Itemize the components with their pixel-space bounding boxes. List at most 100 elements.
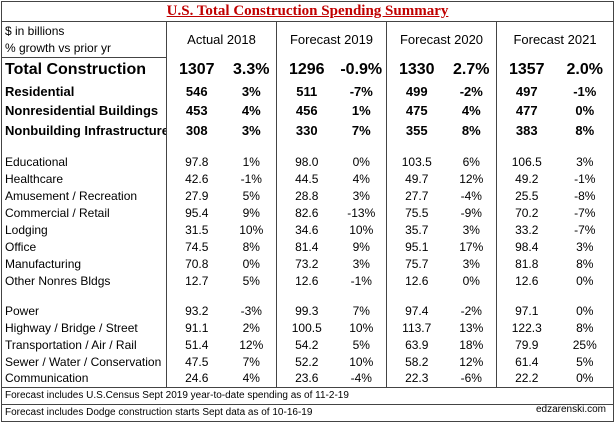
data-row: Other Nonres Bldgs 12.7 5% 12.6 -1% 12.6 0% 12.…	[1, 272, 614, 289]
empty-cell	[387, 140, 447, 153]
value-cell: 49.7	[405, 171, 429, 186]
growth-cell: 4%	[336, 170, 387, 187]
footnote: Forecast includes U.S.Census Sept 2019 y…	[1, 386, 614, 404]
value-cell: 330	[295, 122, 318, 138]
footnote-row: Forecast includes Dodge construction sta…	[1, 403, 614, 421]
value-cell: 103.5	[401, 154, 432, 169]
data-row: Manufacturing 70.8 0% 73.2 3% 75.7 3% 81.8 8%	[1, 255, 614, 272]
value-cell: 24.6	[185, 371, 209, 386]
growth-cell: 8%	[556, 120, 614, 140]
growth-cell: -9%	[446, 204, 497, 221]
title-row: U.S. Total Construction Spending Summary	[1, 1, 614, 22]
value-cell: 98.0	[295, 154, 319, 169]
growth-cell: -7%	[556, 204, 614, 221]
data-row: Residential 546 3% 511 -7% 499 -2% 497 -1%	[1, 81, 614, 101]
value-cell: 22.2	[515, 371, 539, 386]
value-cell: 91.1	[185, 320, 209, 335]
value-cell: 70.8	[185, 256, 209, 271]
value-cell: 81.4	[295, 239, 319, 254]
data-row: Nonresidential Buildings 453 4% 456 1% 475 4% 4…	[1, 101, 614, 121]
value-cell: 383	[515, 122, 538, 138]
value-cell: 99.3	[295, 303, 319, 318]
growth-cell: 7%	[336, 302, 387, 319]
value-cell: 98.4	[515, 239, 539, 254]
empty-cell	[277, 289, 337, 302]
growth-cell: 13%	[446, 319, 497, 336]
value-cell: 63.9	[405, 337, 429, 352]
empty-cell	[1, 289, 167, 302]
growth-cell: -2%	[446, 81, 497, 101]
empty-cell	[556, 289, 614, 302]
growth-cell: 10%	[336, 221, 387, 238]
value-cell: 34.6	[295, 222, 319, 237]
row-label: Residential	[1, 81, 167, 101]
growth-cell: -1%	[336, 272, 387, 289]
value-cell: 73.2	[295, 256, 319, 271]
row-label: Transportation / Air / Rail	[1, 336, 167, 353]
growth-cell: -0.9%	[336, 57, 387, 82]
growth-cell: 3%	[446, 221, 497, 238]
row-label: Sewer / Water / Conservation	[1, 353, 167, 370]
growth-cell: 5%	[226, 272, 277, 289]
footnote-row: Forecast includes U.S.Census Sept 2019 y…	[1, 386, 614, 404]
column-header: Forecast 2021	[496, 21, 614, 58]
growth-cell: 6%	[446, 153, 497, 170]
header-row: % growth vs prior yr	[1, 39, 614, 58]
growth-cell: 5%	[226, 187, 277, 204]
empty-cell	[167, 140, 227, 153]
growth-cell: 3%	[336, 255, 387, 272]
data-row: Healthcare 42.6 -1% 44.5 4% 49.7 12% 49.2 -1%	[1, 170, 614, 187]
growth-cell: 7%	[226, 353, 277, 370]
growth-cell: 3%	[336, 187, 387, 204]
data-row: Educational 97.8 1% 98.0 0% 103.5 6% 106.5 3%	[1, 153, 614, 170]
value-cell: 122.3	[511, 320, 542, 335]
row-label: Healthcare	[1, 170, 167, 187]
value-cell: 23.6	[295, 371, 319, 386]
growth-cell: 9%	[336, 238, 387, 255]
growth-cell: -2%	[446, 302, 497, 319]
growth-cell: -4%	[336, 370, 387, 387]
value-cell: 97.4	[405, 303, 429, 318]
growth-cell: -7%	[556, 221, 614, 238]
data-row: Sewer / Water / Conservation 47.5 7% 52.2 10…	[1, 353, 614, 370]
value-cell: 93.2	[185, 303, 209, 318]
header-row: $ in billions Actual 2018 Forecast 2019 For…	[1, 21, 614, 58]
growth-cell: 3.3%	[226, 57, 277, 82]
data-row: Communication 24.6 4% 23.6 -4% 22.3 -6% 22.2 0%	[1, 370, 614, 387]
spacer-row	[1, 289, 614, 302]
data-row: Transportation / Air / Rail 51.4 12% 54.2 5%…	[1, 336, 614, 353]
row-label: Nonbuilding Infrastructure	[1, 120, 167, 140]
growth-cell: 10%	[226, 221, 277, 238]
value-cell: 1357	[508, 60, 545, 78]
value-cell: 74.5	[185, 239, 209, 254]
row-label: Office	[1, 238, 167, 255]
footnote: Forecast includes Dodge construction sta…	[1, 403, 614, 421]
value-cell: 355	[405, 122, 428, 138]
value-cell: 25.5	[515, 188, 539, 203]
value-cell: 82.6	[295, 205, 319, 220]
value-cell: 27.9	[185, 188, 209, 203]
empty-cell	[336, 140, 387, 153]
growth-cell: -6%	[446, 370, 497, 387]
data-row: Power 93.2 -3% 99.3 7% 97.4 -2% 97.1 0%	[1, 302, 614, 319]
growth-cell: 7%	[336, 120, 387, 140]
growth-cell: 8%	[226, 238, 277, 255]
growth-cell: 17%	[446, 238, 497, 255]
growth-cell: 5%	[336, 336, 387, 353]
value-cell: 497	[515, 83, 538, 99]
row-label: Amusement / Recreation	[1, 187, 167, 204]
row-label: Other Nonres Bldgs	[1, 272, 167, 289]
growth-cell: 3%	[556, 238, 614, 255]
empty-cell	[387, 289, 447, 302]
value-cell: 44.5	[295, 171, 319, 186]
growth-cell: 8%	[556, 319, 614, 336]
growth-cell: 0%	[226, 255, 277, 272]
value-cell: 12.6	[405, 273, 429, 288]
value-cell: 35.7	[405, 222, 429, 237]
value-cell: 100.5	[291, 320, 322, 335]
row-label: Power	[1, 302, 167, 319]
value-cell: 79.9	[515, 337, 539, 352]
growth-cell: 5%	[556, 353, 614, 370]
growth-cell: 8%	[556, 255, 614, 272]
